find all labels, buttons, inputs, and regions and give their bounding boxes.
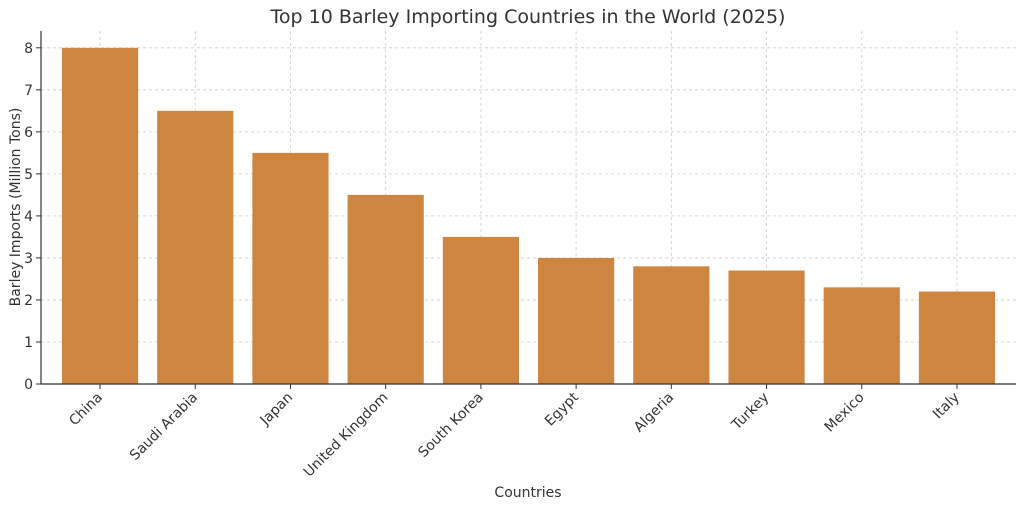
x-tick-label: Algeria [631,390,677,436]
bar-mexico [823,287,900,384]
y-tick-label: 7 [24,83,33,99]
x-axis-title: Countries [494,485,561,501]
x-tick-label: Mexico [822,390,868,436]
y-tick-label: 3 [24,251,33,267]
bar-japan [252,152,329,384]
y-axis-title: Barley Imports (Million Tons) [8,108,24,307]
y-axis: 0 1 2 3 4 5 6 7 8 [24,31,42,393]
y-tick-label: 5 [24,167,33,183]
bar-south-korea [442,236,519,384]
x-tick-label: Egypt [542,389,582,429]
x-tick-label: China [66,390,106,430]
y-tick-label: 8 [24,41,33,57]
x-tick-label: Saudi Arabia [127,390,201,464]
y-tick-label: 0 [24,377,33,393]
chart-title: Top 10 Barley Importing Countries in the… [270,6,786,28]
x-tick-label: Italy [930,390,963,423]
bars [61,47,996,385]
bar-turkey [728,270,805,384]
bar-china [61,47,139,385]
y-tick-label: 1 [24,335,33,351]
bar-saudi-arabia [157,110,234,384]
x-tick-label: United Kingdom [301,390,392,481]
y-tick-label: 4 [24,209,33,225]
bar-united-kingdom [347,194,424,384]
y-tick-label: 6 [24,125,33,141]
x-tick-label: Turkey [728,390,772,434]
bar-italy [918,291,996,384]
x-axis: China Saudi Arabia Japan United Kingdom Sout… [41,383,1016,481]
bar-egypt [538,257,615,384]
bar-algeria [633,266,710,384]
x-tick-label: South Korea [415,390,486,461]
y-tick-label: 2 [24,293,33,309]
x-tick-label: Japan [257,390,297,430]
